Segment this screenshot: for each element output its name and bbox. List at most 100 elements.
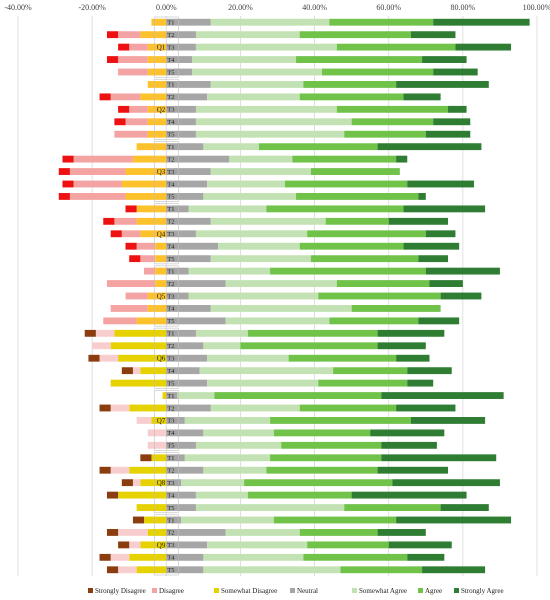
bar-segment-agree — [303, 81, 397, 88]
bar-segment-strongly-agree — [377, 342, 426, 350]
bar-segment-agree — [351, 305, 441, 312]
bar-segment-somewhat-disagree — [114, 329, 167, 337]
bar-segment-strongly-agree — [388, 217, 449, 225]
group-label: Q6 — [157, 355, 166, 363]
bar-segment-somewhat-agree — [203, 566, 341, 574]
bar-segment-disagree — [110, 305, 148, 312]
bar-segment-strongly-disagree — [106, 566, 119, 574]
bar-segment-somewhat-disagree — [140, 367, 167, 375]
bar-segment-neutral — [166, 553, 204, 561]
bar-segment-somewhat-disagree — [118, 354, 167, 362]
x-tick-label: -20.00% — [78, 3, 106, 12]
row-label: T4 — [167, 368, 175, 375]
bar-segment-strongly-disagree — [106, 491, 119, 499]
row-label: T3 — [167, 231, 174, 238]
bar-segment-strongly-disagree — [103, 217, 115, 225]
row-label: T2 — [167, 219, 174, 226]
row-label: T4 — [167, 555, 175, 562]
row-label: T5 — [167, 505, 174, 512]
bar-segment-agree — [266, 205, 404, 213]
bar-segment-somewhat-agree — [199, 367, 334, 375]
x-tick-label: 20.00% — [228, 3, 253, 12]
bar-segment-strongly-agree — [370, 429, 445, 437]
bar-segment-agree — [318, 379, 408, 387]
bar-segment-somewhat-agree — [195, 31, 300, 39]
bar-segment-somewhat-agree — [225, 317, 330, 325]
group-label: Q3 — [157, 168, 166, 176]
bar-series — [58, 18, 530, 574]
bar-segment-neutral — [166, 105, 196, 113]
group-label-frame — [153, 141, 179, 202]
bar-segment-strongly-agree — [407, 553, 445, 561]
bar-segment-somewhat-agree — [195, 491, 248, 499]
bar-segment-neutral — [166, 93, 208, 101]
bar-segment-strongly-disagree — [62, 180, 74, 188]
bar-segment-agree — [270, 267, 426, 275]
bar-segment-agree — [273, 429, 371, 437]
bar-segment-disagree — [121, 230, 141, 238]
row-label: T5 — [167, 194, 174, 201]
bar-segment-agree — [344, 130, 426, 138]
row-label: T2 — [167, 281, 174, 288]
bar-segment-somewhat-agree — [225, 280, 337, 287]
bar-segment-agree — [333, 367, 408, 375]
bar-segment-agree — [247, 329, 378, 337]
bar-segment-strongly-disagree — [99, 466, 111, 474]
bar-segment-agree — [329, 18, 434, 26]
bar-segment-strongly-agree — [388, 541, 452, 549]
row-label: T4 — [167, 430, 175, 437]
bar-segment-somewhat-agree — [195, 118, 352, 126]
bar-segment-neutral — [166, 31, 196, 39]
bar-segment-neutral — [166, 417, 185, 424]
bar-segment-neutral — [166, 193, 204, 200]
bar-segment-somewhat-agree — [181, 516, 274, 524]
bar-segment-disagree — [132, 479, 141, 487]
bar-segment-neutral — [166, 566, 204, 574]
bar-segment-somewhat-disagree — [118, 491, 167, 499]
bar-segment-neutral — [166, 255, 211, 263]
bar-segment-somewhat-disagree — [147, 105, 167, 113]
bar-segment-strongly-agree — [410, 417, 486, 424]
bar-segment-agree — [318, 292, 441, 300]
bar-segment-somewhat-disagree — [136, 143, 167, 151]
bar-segment-strongly-agree — [425, 130, 471, 138]
row-labels: T1 T2 T3 T4 T5 Q1 T1 T2 T3 T4 T5 Q2 T1 T2 T3 T4 T5 Q3 T1 T2… — [153, 16, 179, 576]
bar-segment-somewhat-agree — [225, 529, 300, 536]
bar-segment-somewhat-disagree — [155, 242, 167, 250]
bar-segment-somewhat-agree — [188, 267, 271, 275]
bar-segment-strongly-agree — [422, 566, 486, 574]
bar-segment-strongly-disagree — [58, 168, 70, 175]
bar-segment-neutral — [166, 317, 226, 325]
bar-segment-somewhat-agree — [210, 305, 352, 312]
bar-segment-somewhat-agree — [192, 68, 322, 76]
row-label: T5 — [167, 380, 174, 387]
bar-segment-somewhat-agree — [207, 180, 285, 188]
bar-segment-neutral — [166, 367, 200, 375]
row-label: T2 — [167, 530, 174, 537]
bar-segment-neutral — [166, 267, 189, 275]
group-label: Q1 — [157, 44, 166, 52]
bar-segment-strongly-disagree — [106, 56, 119, 63]
bar-segment-neutral — [166, 118, 196, 126]
bar-segment-strongly-agree — [351, 491, 467, 499]
bar-segment-somewhat-disagree — [155, 280, 167, 287]
row-label: T1 — [167, 331, 174, 338]
bar-segment-neutral — [166, 454, 185, 462]
bar-segment-strongly-agree — [440, 292, 482, 300]
bar-segment-somewhat-agree — [195, 504, 345, 511]
bar-segment-disagree — [129, 43, 148, 51]
bar-segment-strongly-disagree — [129, 255, 141, 263]
bar-segment-agree — [244, 479, 393, 487]
bar-segment-agree — [299, 31, 411, 39]
bar-segment-neutral — [166, 479, 182, 487]
bar-segment-strongly-agree — [433, 18, 530, 26]
group-label-frame — [153, 265, 179, 327]
bar-segment-strongly-agree — [448, 105, 467, 113]
bar-segment-agree — [303, 553, 408, 561]
bar-segment-disagree — [69, 168, 126, 175]
bar-segment-somewhat-agree — [210, 404, 300, 412]
row-label: T2 — [167, 156, 174, 163]
bar-segment-neutral — [166, 68, 193, 76]
bar-segment-neutral — [166, 155, 230, 163]
